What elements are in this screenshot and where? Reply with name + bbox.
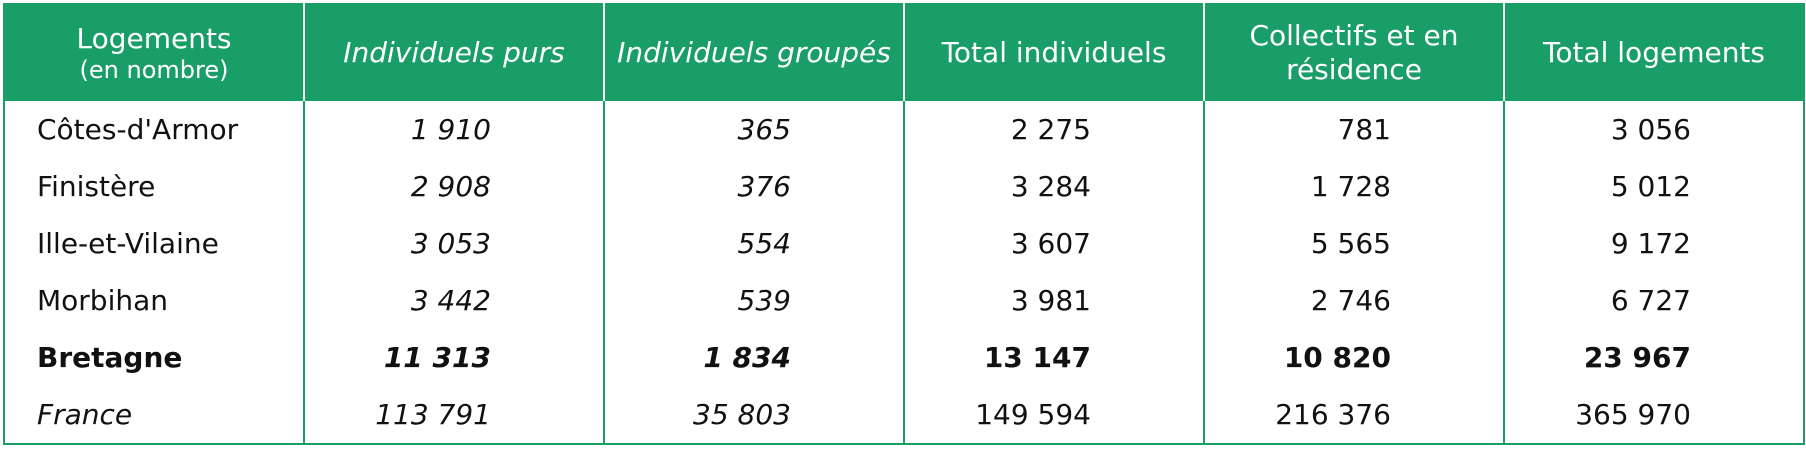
header-unit: (en nombre)	[79, 56, 229, 84]
value-cell: 3 607	[903, 215, 1204, 272]
header-cell: Individuels purs	[303, 4, 604, 101]
row-label: Morbihan	[37, 284, 169, 317]
value-cell: 216 376	[1203, 386, 1504, 444]
value-cell: 365	[603, 101, 904, 158]
table-body: Côtes-d'Armor 1 910 365 2 275 781 3 056 Finist…	[4, 101, 1804, 444]
value-cell: 554	[603, 215, 904, 272]
value-cell: 35 803	[603, 386, 904, 444]
value-cell: 149 594	[903, 386, 1204, 444]
value-cell: 3 284	[903, 158, 1204, 215]
row-label: Bretagne	[37, 341, 183, 374]
value-cell: 781	[1203, 101, 1504, 158]
value-cell: 3 981	[903, 272, 1204, 329]
value-cell: 2 275	[903, 101, 1204, 158]
table-row: Ille-et-Vilaine 3 053 554 3 607 5 565 9 172	[4, 215, 1804, 272]
table-row: France 113 791 35 803 149 594 216 376 365 970	[4, 386, 1804, 444]
header-cell: Individuels groupés	[603, 4, 904, 101]
table-row: Morbihan 3 442 539 3 981 2 746 6 727	[4, 272, 1804, 329]
table-header: Logements (en nombre) Individuels purs In…	[4, 4, 1804, 101]
header-cell: Total individuels	[903, 4, 1204, 101]
header-row: Logements (en nombre) Individuels purs In…	[4, 4, 1804, 101]
value-cell: 376	[603, 158, 904, 215]
value-cell: 11 313	[303, 329, 604, 386]
value-cell: 5 565	[1203, 215, 1504, 272]
value-cell: 113 791	[303, 386, 604, 444]
value-cell: 3 056	[1503, 101, 1804, 158]
value-cell: 539	[603, 272, 904, 329]
value-cell: 6 727	[1503, 272, 1804, 329]
value-cell: 1 910	[303, 101, 604, 158]
header-cell: Total logements	[1503, 4, 1804, 101]
row-label: Ille-et-Vilaine	[37, 227, 219, 260]
value-cell: 10 820	[1203, 329, 1504, 386]
value-cell: 13 147	[903, 329, 1204, 386]
table-row: Bretagne 11 313 1 834 13 147 10 820 23 967	[4, 329, 1804, 386]
row-label: Finistère	[37, 170, 156, 203]
value-cell: 5 012	[1503, 158, 1804, 215]
value-cell: 9 172	[1503, 215, 1804, 272]
table-row: Finistère 2 908 376 3 284 1 728 5 012	[4, 158, 1804, 215]
row-label: France	[37, 398, 133, 431]
housing-table: Logements (en nombre) Individuels purs In…	[3, 3, 1805, 445]
value-cell: 23 967	[1503, 329, 1804, 386]
value-cell: 365 970	[1503, 386, 1804, 444]
header-cell: Collectifs et en résidence	[1203, 4, 1504, 101]
header-cell: Logements (en nombre)	[4, 4, 304, 101]
value-cell: 2 746	[1203, 272, 1504, 329]
value-cell: 2 908	[303, 158, 604, 215]
page: Logements (en nombre) Individuels purs In…	[0, 3, 1806, 455]
row-label: Côtes-d'Armor	[37, 113, 239, 146]
value-cell: 1 834	[603, 329, 904, 386]
table-row: Côtes-d'Armor 1 910 365 2 275 781 3 056	[4, 101, 1804, 158]
value-cell: 3 053	[303, 215, 604, 272]
header-title: Logements	[76, 22, 232, 55]
value-cell: 1 728	[1203, 158, 1504, 215]
value-cell: 3 442	[303, 272, 604, 329]
